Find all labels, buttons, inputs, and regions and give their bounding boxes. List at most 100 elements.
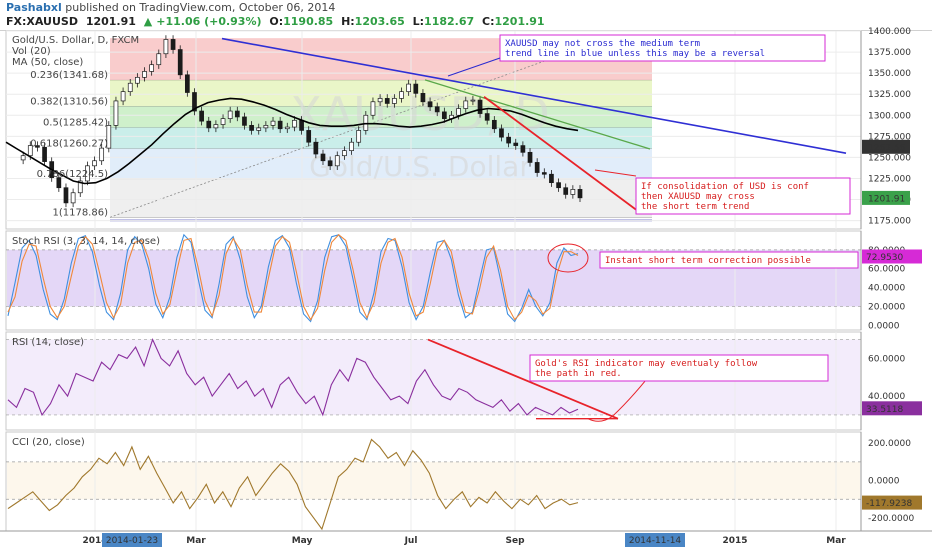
price-change: +11.06 (+0.93%) <box>156 15 262 28</box>
blue-note-arrow <box>447 57 501 77</box>
candle-body <box>556 182 561 189</box>
candle-body <box>77 180 83 194</box>
y-tick-label: 1175.000 <box>868 217 911 227</box>
x-highlight-bg-0 <box>102 533 162 547</box>
candle-body <box>213 124 219 129</box>
y-tick-label: 20.0000 <box>868 302 905 312</box>
open-label: O: <box>269 15 284 28</box>
candle-body <box>256 127 262 131</box>
candle-body <box>184 74 190 93</box>
y-tick-label: 60.0000 <box>868 265 905 275</box>
candle-body <box>85 165 90 182</box>
candle-body <box>127 82 133 93</box>
candle-body <box>142 71 147 78</box>
candle-body <box>234 110 240 118</box>
x-highlight-bg-1 <box>625 533 685 547</box>
price-tag-bg-1 <box>862 190 910 205</box>
pane-title-3: CCI (20, close) <box>12 437 85 448</box>
trendline-red <box>483 95 637 211</box>
band-3 <box>7 461 860 500</box>
price-axis-3 <box>861 432 932 531</box>
fib-label-2: 0.5(1285.42) <box>43 118 108 129</box>
candle-body <box>70 192 76 204</box>
candle-body <box>92 160 97 167</box>
watermark-symbol: XAUUSD, D <box>290 87 550 141</box>
candle-body <box>120 91 126 102</box>
candle-body <box>506 136 511 144</box>
candle-body <box>399 91 404 99</box>
x-tick-label: 2014 <box>82 536 107 546</box>
series-1-0 <box>7 233 579 323</box>
price-axis-1 <box>861 231 932 330</box>
last-price: 1201.91 <box>85 15 136 28</box>
trendline-blue <box>221 37 847 154</box>
candle-body <box>456 108 461 116</box>
candle-body <box>192 92 197 112</box>
publish-line: Pashabxl published on TradingView.com, O… <box>6 1 335 14</box>
close-value: 1201.91 <box>494 15 545 28</box>
candle-body <box>363 114 369 131</box>
candle-body <box>563 187 569 195</box>
candle-body <box>413 83 419 94</box>
symbol-label[interactable]: FX:XAUUSD <box>6 15 78 28</box>
candle-body <box>549 173 554 184</box>
chart-header: Pashabxl published on TradingView.com, O… <box>0 0 932 31</box>
y-tick-label: 0.0000 <box>868 477 900 487</box>
y-tick-label: 40.0000 <box>868 284 905 294</box>
fib-label-1: 0.382(1310.56) <box>30 96 108 107</box>
candle-body <box>342 150 347 157</box>
blue-trend-note-line: XAUUSD may not cross the medium term <box>505 39 700 49</box>
x-tick-label: May <box>292 536 313 546</box>
indicator-tag-2: 33.5118 <box>866 405 903 415</box>
candle-body <box>277 120 283 130</box>
candle-body <box>470 99 476 102</box>
fib-label-3: 0.618(1260.27) <box>30 139 108 150</box>
stoch-note: Instant short term correction possible <box>599 251 859 269</box>
open-value: 1190.85 <box>283 15 334 28</box>
publisher-name[interactable]: Pashabxl <box>6 1 62 14</box>
series-2-0 <box>7 337 579 417</box>
candle-body <box>177 49 183 76</box>
low-value: 1182.67 <box>424 15 475 28</box>
candle-body <box>56 177 62 189</box>
x-tick-label: Sep <box>505 536 525 546</box>
time-axis <box>0 531 932 550</box>
y-tick-label: 1350.000 <box>868 69 911 79</box>
fib-label-4: 0.786(1224.5) <box>37 169 109 180</box>
candle-body <box>570 189 576 195</box>
y-tick-label: 1275.000 <box>868 132 911 142</box>
candle-body <box>170 39 176 50</box>
candle-body <box>63 187 69 204</box>
candle-body <box>20 155 26 161</box>
stoch-circle <box>547 243 589 273</box>
x-tick-label: 2015 <box>722 536 747 546</box>
series-1-1 <box>7 234 579 321</box>
candle-body <box>477 99 483 114</box>
trendline-green <box>424 79 651 150</box>
candle-body <box>534 162 540 173</box>
candle-body <box>99 147 105 162</box>
red-trend-note-line: then XAUUSD may cross <box>641 192 755 202</box>
candle-body <box>499 128 504 138</box>
high-label: H: <box>341 15 355 28</box>
candle-body <box>106 125 112 149</box>
red-trend-note-line: the short term trend <box>641 202 749 212</box>
high-value: 1203.65 <box>354 15 405 28</box>
candle-body <box>513 142 519 146</box>
candle-body <box>370 101 376 116</box>
candle-body <box>292 119 297 128</box>
published-text: published on TradingView.com, October 06… <box>65 1 336 14</box>
y-tick-label: 200.0000 <box>868 439 911 449</box>
candle-body <box>149 64 154 72</box>
candle-body <box>199 110 204 122</box>
price-tag-1: 1201.91 <box>868 194 905 204</box>
x-tick-label: Jul <box>404 536 418 546</box>
candle-body <box>156 53 162 66</box>
red-trend-note-box <box>635 177 851 215</box>
rsi-note: Gold's RSI indicator may eventualy follo… <box>529 354 829 382</box>
y-tick-label: 0.0000 <box>868 321 900 331</box>
y-tick-label: 1400.000 <box>868 27 911 37</box>
candle-body <box>334 155 340 167</box>
candle-body <box>327 160 333 167</box>
